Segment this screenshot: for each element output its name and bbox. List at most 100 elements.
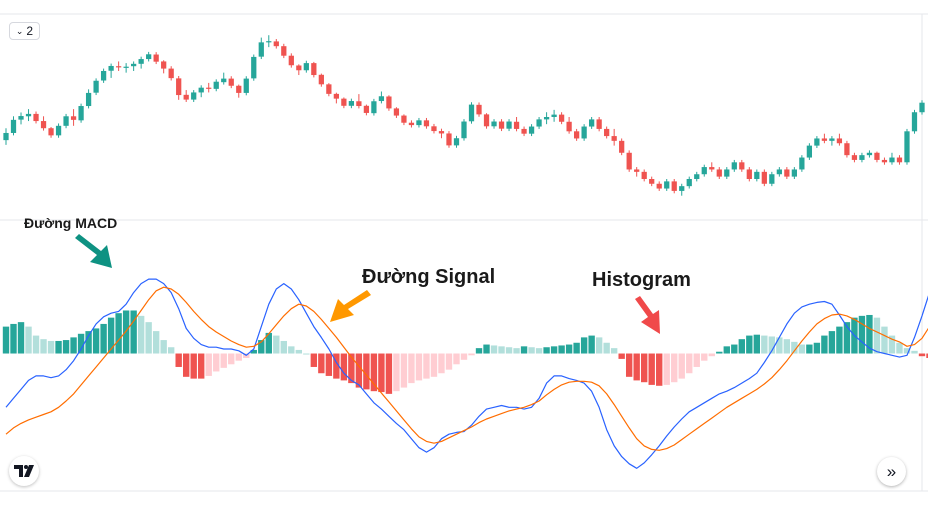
- candle-body: [446, 133, 452, 146]
- histogram-bar: [235, 353, 242, 361]
- histogram-bar: [595, 337, 603, 354]
- histogram-bar: [348, 353, 355, 384]
- histogram-bar: [393, 353, 400, 392]
- candle-body: [671, 181, 677, 191]
- candle-body: [221, 78, 227, 83]
- candle-body: [371, 101, 377, 114]
- histogram-bar: [565, 344, 573, 354]
- histogram-bar: [355, 353, 363, 388]
- candle-body: [10, 119, 17, 133]
- histogram-bar: [776, 337, 783, 354]
- candle-body: [108, 65, 114, 71]
- histogram-bar: [693, 353, 700, 367]
- histogram-bar: [768, 336, 776, 354]
- double-chevron-right-icon: »: [886, 461, 897, 481]
- candle-body: [881, 159, 888, 163]
- histogram-bar: [445, 353, 453, 370]
- candle-body: [333, 93, 339, 99]
- histogram-bar: [280, 340, 287, 354]
- candle-body: [716, 169, 722, 177]
- histogram-bar: [686, 353, 693, 374]
- histogram-bar: [761, 335, 768, 354]
- candle-body: [724, 169, 730, 177]
- histogram-bar: [543, 347, 550, 354]
- histogram-bar: [228, 353, 235, 365]
- candle-body: [123, 66, 129, 68]
- candle-body: [348, 101, 355, 106]
- candle-body: [513, 121, 520, 129]
- candle-body: [55, 125, 62, 136]
- candle-body: [611, 136, 617, 141]
- candle-body: [146, 54, 152, 60]
- histogram-bar: [438, 353, 445, 374]
- candle-body: [378, 96, 385, 102]
- candle-body: [318, 74, 324, 85]
- histogram-bar: [708, 353, 715, 357]
- histogram-bar: [250, 349, 257, 354]
- histogram-bar: [122, 310, 130, 354]
- candle-body: [664, 181, 670, 189]
- candle-body: [206, 87, 212, 89]
- histogram-bar: [558, 345, 565, 354]
- candle-body: [866, 152, 873, 156]
- candle-body: [874, 152, 880, 160]
- histogram-bar: [513, 348, 520, 354]
- macd-annotation-label: Đường MACD: [24, 215, 117, 231]
- histogram-bar: [580, 337, 588, 354]
- candle-body: [619, 140, 625, 153]
- candle-body: [311, 63, 317, 76]
- histogram-bar: [656, 353, 663, 386]
- histogram-bar: [603, 342, 610, 354]
- histogram-bar: [873, 317, 881, 354]
- histogram-bar: [70, 337, 77, 354]
- candle-body: [393, 108, 400, 116]
- tradingview-logo-icon[interactable]: [9, 456, 39, 486]
- histogram-bar: [415, 353, 423, 381]
- annotations: Đường MACD Đường Signal Histogram: [24, 215, 691, 334]
- candle-body: [341, 98, 347, 106]
- histogram-annotation-label: Histogram: [592, 269, 691, 291]
- histogram-bar: [273, 335, 280, 354]
- candle-body: [784, 169, 790, 177]
- histogram-bar: [423, 353, 430, 379]
- candle-body: [476, 104, 482, 115]
- histogram-bar: [183, 353, 190, 377]
- histogram-bar: [100, 323, 107, 354]
- histogram-bar: [468, 353, 475, 356]
- candle-body: [829, 138, 835, 141]
- scroll-to-realtime-button[interactable]: »: [877, 457, 906, 486]
- candle-body: [498, 121, 505, 129]
- candle-body: [386, 96, 392, 109]
- candle-body: [686, 179, 692, 187]
- histogram-bar: [813, 342, 821, 354]
- candle-body: [799, 157, 805, 170]
- histogram-bar: [633, 353, 640, 381]
- histogram-bar: [408, 353, 415, 384]
- pane-collapse-button[interactable]: ⌄ 2: [9, 22, 40, 40]
- pane-count-label: 2: [26, 24, 34, 38]
- histogram-bar: [798, 344, 806, 354]
- histogram-bar: [32, 335, 40, 354]
- histogram-bar: [723, 346, 730, 354]
- candle-body: [626, 152, 632, 170]
- candle-body: [78, 106, 84, 121]
- histogram-bar: [918, 353, 926, 357]
- histogram-bar: [363, 353, 370, 390]
- candle-body: [303, 63, 309, 71]
- histogram-bar: [671, 353, 678, 383]
- candle-body: [100, 70, 107, 81]
- candle-body: [228, 78, 234, 86]
- candle-body: [641, 171, 647, 179]
- candle-body: [258, 42, 264, 57]
- candle-body: [25, 113, 32, 117]
- histogram-bar: [400, 353, 408, 388]
- macd-line: [5, 278, 928, 469]
- candle-body: [528, 126, 535, 134]
- candle-body: [138, 59, 144, 64]
- histogram-bar: [325, 353, 333, 376]
- histogram-bar: [92, 328, 100, 354]
- histogram-bar: [310, 353, 318, 367]
- candle-body: [48, 128, 54, 136]
